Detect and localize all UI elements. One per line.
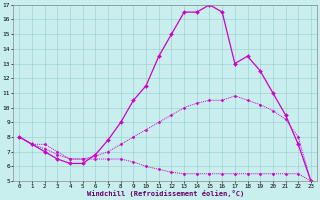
X-axis label: Windchill (Refroidissement éolien,°C): Windchill (Refroidissement éolien,°C) [86,190,244,197]
